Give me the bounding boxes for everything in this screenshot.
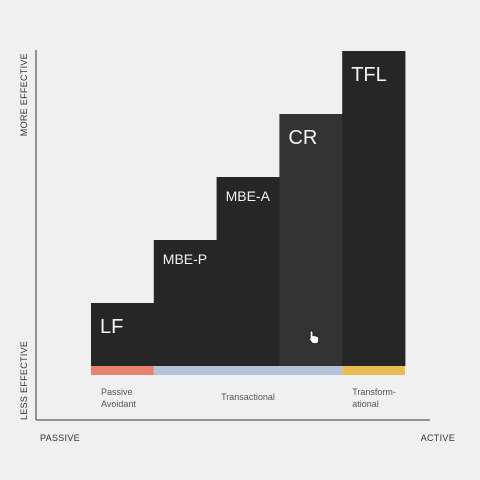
y-axis-bottom-label: LESS EFFECTIVE	[19, 341, 29, 420]
group-strip-2	[342, 366, 405, 375]
x-axis-right-label: ACTIVE	[421, 433, 455, 443]
group-label-0-line-0: Passive	[101, 387, 133, 397]
group-label-2-line-0: Transform-	[352, 387, 396, 397]
group-strips	[91, 366, 405, 375]
bar-label-mbe-a: MBE-A	[226, 188, 271, 204]
x-axis-left-label: PASSIVE	[40, 433, 80, 443]
bar-label-lf: LF	[100, 316, 123, 338]
hand-pointer-icon	[308, 330, 319, 344]
bar-cr[interactable]	[279, 114, 343, 366]
y-axis-top-label: MORE EFFECTIVE	[19, 53, 29, 136]
bar-tfl[interactable]	[342, 51, 406, 366]
bar-label-tfl: TFL	[351, 64, 387, 86]
group-strip-1	[153, 366, 343, 375]
bars-group: LF MBE-P MBE-A CR TFL	[91, 51, 406, 366]
group-label-2-line-1: ational	[352, 399, 379, 409]
bar-label-mbe-p: MBE-P	[163, 251, 207, 267]
group-label-0-line-1: Avoidant	[101, 399, 136, 409]
bar-mbe-p[interactable]	[153, 240, 217, 366]
bar-lf[interactable]	[91, 303, 155, 366]
group-strip-0	[91, 366, 154, 375]
bar-mbe-a[interactable]	[216, 177, 280, 366]
group-labels: Passive Avoidant Transactional Transform-at…	[101, 387, 396, 409]
group-label-1-line-0: Transactional	[221, 392, 275, 402]
bar-label-cr: CR	[288, 127, 317, 149]
